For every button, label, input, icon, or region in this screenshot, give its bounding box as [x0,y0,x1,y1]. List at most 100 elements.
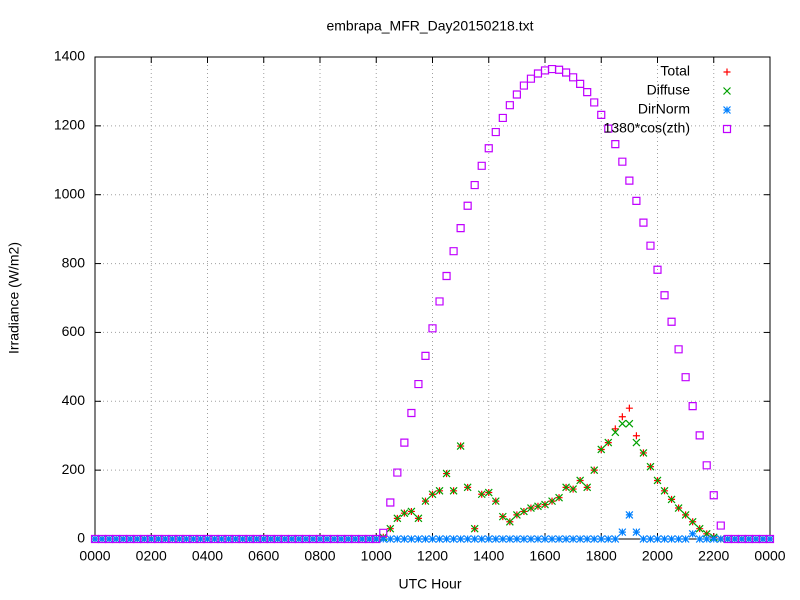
point [569,73,578,82]
point [695,431,704,440]
point [414,535,423,543]
point [477,161,486,170]
point [547,64,557,74]
point [470,180,479,190]
point [646,535,655,543]
point [646,462,655,471]
point [428,535,437,543]
point [660,486,669,495]
point [463,483,472,492]
point [667,317,676,326]
point [238,535,247,543]
point [231,535,240,543]
y-tick-label: 1200 [54,117,85,133]
point [597,535,606,543]
point [470,535,479,543]
point [540,66,550,75]
point [414,514,423,523]
point [400,438,409,447]
point [505,517,514,526]
point [555,535,563,543]
point [519,535,528,543]
point [196,535,205,543]
point [548,497,556,506]
point [590,466,599,475]
point [561,68,571,77]
y-tick-label: 1400 [54,48,85,64]
legend-marker [723,68,731,76]
point [126,535,135,543]
point [759,535,767,543]
point [428,324,437,333]
point [294,535,303,543]
point [583,88,592,97]
point [576,535,585,543]
point [709,535,718,543]
point [421,351,430,360]
point [632,432,640,440]
legend-label: DirNorm [638,101,690,117]
point [512,90,521,99]
point [414,379,423,389]
point [372,535,381,543]
point [435,297,444,306]
point [393,468,402,477]
point [604,438,613,447]
point [330,535,338,543]
point [91,535,99,543]
x-tick-label: 1200 [417,548,448,564]
point [484,144,493,153]
point [379,528,388,537]
point [245,535,254,543]
point [625,510,634,519]
point [597,445,606,454]
point [688,402,697,411]
point [730,535,739,543]
point [625,176,634,185]
point [632,528,641,537]
point [765,534,775,544]
legend-label: Diffuse [647,82,691,98]
point [449,247,458,256]
point [533,69,543,78]
point [182,535,191,543]
point [548,535,556,543]
point [527,504,535,512]
point [737,535,746,543]
point [519,507,528,516]
point [421,497,430,506]
y-tick-label: 600 [62,323,86,339]
point [491,535,500,543]
point [611,535,620,543]
point [681,510,690,519]
point [477,535,486,543]
point [140,535,149,543]
point [365,535,374,543]
point [407,507,416,516]
point [484,488,493,497]
point [435,486,444,495]
point [660,291,669,300]
point [667,535,676,543]
point [590,535,599,543]
point [576,476,585,485]
point [639,449,648,457]
point [554,65,564,74]
legend-marker [722,124,732,134]
point [674,345,683,354]
x-tick-label: 0000 [754,548,785,564]
point [252,535,261,543]
point [569,535,578,543]
point [351,535,360,543]
point [512,535,521,543]
point [618,528,627,537]
point [632,438,641,447]
point [604,535,613,543]
point [702,461,711,470]
point [498,535,507,543]
point [576,79,585,88]
point [147,535,156,543]
point [175,535,184,543]
x-tick-label: 0000 [79,548,110,564]
